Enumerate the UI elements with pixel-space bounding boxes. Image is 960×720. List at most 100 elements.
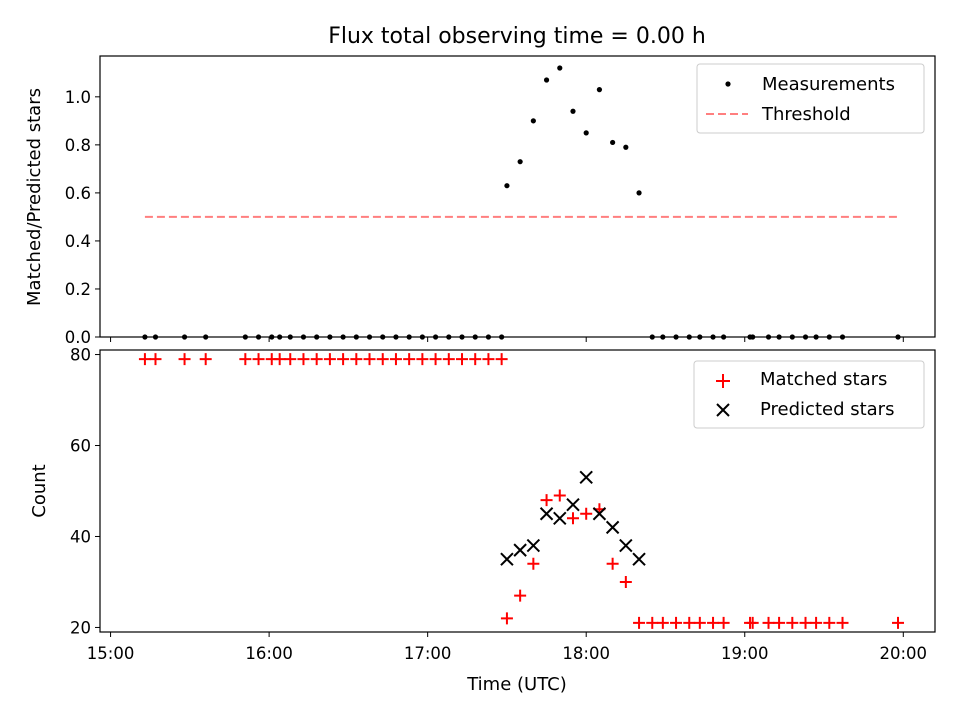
predicted-star-point bbox=[605, 520, 620, 535]
count-y-tick-label: 60 bbox=[70, 437, 91, 456]
matched-star-point bbox=[683, 616, 696, 629]
matched-star-point bbox=[500, 612, 513, 625]
matched-star-point bbox=[403, 353, 416, 366]
matched-star-point bbox=[416, 353, 429, 366]
count-x-tick-label: 19:00 bbox=[721, 644, 769, 663]
count-y-axis: 20 40 60 80 bbox=[70, 346, 100, 637]
measurement-point bbox=[623, 144, 629, 150]
matched-star-point bbox=[823, 616, 836, 629]
matched-star-point bbox=[149, 353, 162, 366]
predicted-legend-label: Predicted stars bbox=[760, 399, 894, 420]
measurement-point bbox=[636, 190, 642, 196]
matched-star-point bbox=[376, 353, 389, 366]
measurements-legend-label: Measurements bbox=[762, 74, 895, 95]
count-legend-frame bbox=[693, 360, 925, 429]
predicted-legend-marker bbox=[716, 403, 730, 417]
measurement-point bbox=[530, 118, 536, 124]
ratio-y-tick-label: 0.6 bbox=[65, 184, 91, 203]
count-y-tick-label: 80 bbox=[70, 346, 91, 365]
matched-star-point bbox=[646, 616, 659, 629]
matched-star-point bbox=[350, 353, 363, 366]
measurements-legend-marker bbox=[725, 81, 731, 87]
matched-star-point bbox=[773, 616, 786, 629]
matched-star-point bbox=[389, 353, 402, 366]
measurement-point bbox=[596, 87, 603, 93]
matched-star-point bbox=[514, 589, 527, 602]
matched-star-point bbox=[810, 616, 823, 629]
matched-star-point bbox=[469, 353, 482, 366]
ratio-y-label: Matched/Predicted stars bbox=[24, 88, 45, 306]
matched-star-point bbox=[606, 557, 619, 570]
matched-star-point bbox=[442, 353, 455, 366]
matched-star-point bbox=[363, 353, 376, 366]
ratio-legend: Measurements Threshold bbox=[696, 63, 925, 134]
predicted-star-point bbox=[619, 538, 633, 553]
ratio-y-tick-label: 0.0 bbox=[65, 328, 91, 347]
matched-star-point bbox=[762, 616, 775, 629]
ratio-panel: 0.0 0.2 0.4 0.6 0.8 1.0 Matched/Predicted sta… bbox=[24, 55, 936, 347]
count-y-label: Count bbox=[29, 464, 50, 517]
chart-title: Flux total observing time = 0.00 h bbox=[328, 24, 706, 49]
count-y-tick-label: 20 bbox=[70, 618, 91, 637]
ratio-x-ticks bbox=[110, 337, 904, 342]
matched-star-point bbox=[799, 616, 812, 629]
matched-star-point bbox=[199, 353, 212, 366]
measurement-point bbox=[543, 77, 550, 83]
matched-star-point bbox=[482, 353, 495, 366]
matched-star-point bbox=[717, 616, 730, 629]
predicted-star-point bbox=[592, 507, 607, 521]
measurement-point bbox=[557, 65, 563, 71]
ratio-legend-frame bbox=[696, 63, 925, 134]
matched-star-point bbox=[429, 353, 442, 366]
measurement-point bbox=[583, 130, 589, 136]
matched-star-point bbox=[707, 616, 720, 629]
matched-legend-label: Matched stars bbox=[760, 369, 887, 390]
matched-star-point bbox=[786, 616, 799, 629]
matched-legend-marker bbox=[716, 374, 730, 388]
ratio-y-tick-label: 0.2 bbox=[65, 280, 91, 299]
matched-star-point bbox=[553, 489, 566, 502]
matched-star-point bbox=[670, 616, 683, 629]
count-x-axis: 15:00 16:00 17:00 18:00 19:00 20:00 bbox=[87, 632, 927, 663]
measurement-point bbox=[517, 159, 523, 165]
predicted-star-point bbox=[539, 507, 554, 521]
count-x-tick-label: 17:00 bbox=[404, 644, 452, 663]
count-x-tick-label: 20:00 bbox=[880, 644, 928, 663]
matched-star-point bbox=[633, 616, 646, 629]
matched-star-point bbox=[619, 575, 632, 588]
matched-star-point bbox=[310, 353, 323, 366]
predicted-star-point bbox=[632, 552, 646, 566]
predicted-star-point bbox=[526, 538, 541, 553]
matched-star-point bbox=[323, 353, 336, 366]
matched-star-point bbox=[580, 507, 593, 520]
predicted-star-point bbox=[513, 543, 527, 557]
ratio-y-axis: 0.0 0.2 0.4 0.6 0.8 1.0 bbox=[65, 88, 100, 347]
predicted-star-point bbox=[553, 511, 567, 525]
matched-star-point bbox=[239, 353, 252, 366]
matched-star-point bbox=[656, 616, 669, 629]
count-x-tick-label: 16:00 bbox=[245, 644, 293, 663]
predicted-star-point bbox=[500, 552, 514, 566]
threshold-legend-label: Threshold bbox=[761, 104, 851, 125]
count-legend: Matched stars Predicted stars bbox=[693, 360, 925, 429]
measurement-point bbox=[610, 139, 616, 146]
count-x-tick-label: 15:00 bbox=[87, 644, 135, 663]
matched-star-point bbox=[138, 353, 151, 366]
matched-star-point bbox=[178, 353, 191, 366]
matched-star-point bbox=[252, 353, 265, 366]
ratio-axes-frame bbox=[99, 55, 936, 338]
matched-star-point bbox=[297, 353, 310, 366]
matched-star-point bbox=[273, 353, 286, 366]
count-y-tick-label: 40 bbox=[70, 527, 91, 546]
predicted-star-point bbox=[566, 497, 580, 512]
matched-star-point bbox=[284, 353, 297, 366]
count-axes-frame bbox=[99, 349, 936, 633]
ratio-y-tick-label: 1.0 bbox=[65, 88, 91, 107]
matched-star-point bbox=[892, 616, 905, 629]
predicted-star-point bbox=[579, 470, 593, 485]
ratio-y-tick-label: 0.8 bbox=[65, 136, 91, 155]
measurement-point bbox=[570, 108, 576, 114]
measurement-point bbox=[504, 183, 510, 189]
